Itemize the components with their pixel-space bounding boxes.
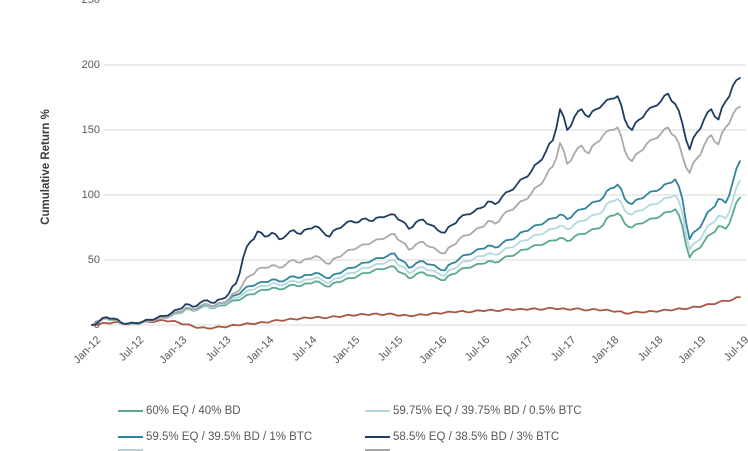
- legend-swatch-icon: [118, 410, 143, 412]
- plot-area: [91, 64, 746, 330]
- legend-label: 59.5% EQ / 39.5% BD / 1% BTC: [146, 431, 313, 443]
- y-tick-label-200: 200: [81, 58, 100, 71]
- series-line-0: [91, 196, 741, 326]
- legend-item-2: 59.5% EQ / 39.5% BD / 1% BTC: [118, 430, 312, 444]
- legend-label: 59.75% EQ / 39.75% BD / 0.5% BTC: [393, 405, 582, 417]
- y-tick-label-100: 100: [81, 188, 100, 201]
- y-tick-label-150: 150: [81, 123, 100, 136]
- y-tick-label-50: 50: [87, 253, 100, 266]
- series-line-4: [91, 105, 741, 326]
- y-tick-label-250: 250: [58, 0, 100, 7]
- legend-item-3: 58.5% EQ / 38.5% BD / 3% BTC: [365, 430, 559, 444]
- y-tick-label-0: 0: [93, 318, 100, 331]
- y-axis-title: Cumulative Return %: [40, 109, 52, 225]
- legend-swatch-icon: [365, 436, 390, 438]
- legend-swatch-icon: [365, 410, 390, 412]
- legend-item-0: 60% EQ / 40% BD: [118, 404, 241, 418]
- legend-label: 58.5% EQ / 38.5% BD / 3% BTC: [393, 431, 560, 443]
- legend-item-1: 59.75% EQ / 39.75% BD / 0.5% BTC: [365, 404, 582, 418]
- series-line-3: [91, 77, 741, 326]
- legend-swatch-icon: [118, 436, 143, 438]
- series-line-1: [91, 179, 741, 326]
- legend-label: 60% EQ / 40% BD: [146, 405, 241, 417]
- series-line-2: [91, 160, 741, 326]
- series-line-5: [91, 296, 741, 330]
